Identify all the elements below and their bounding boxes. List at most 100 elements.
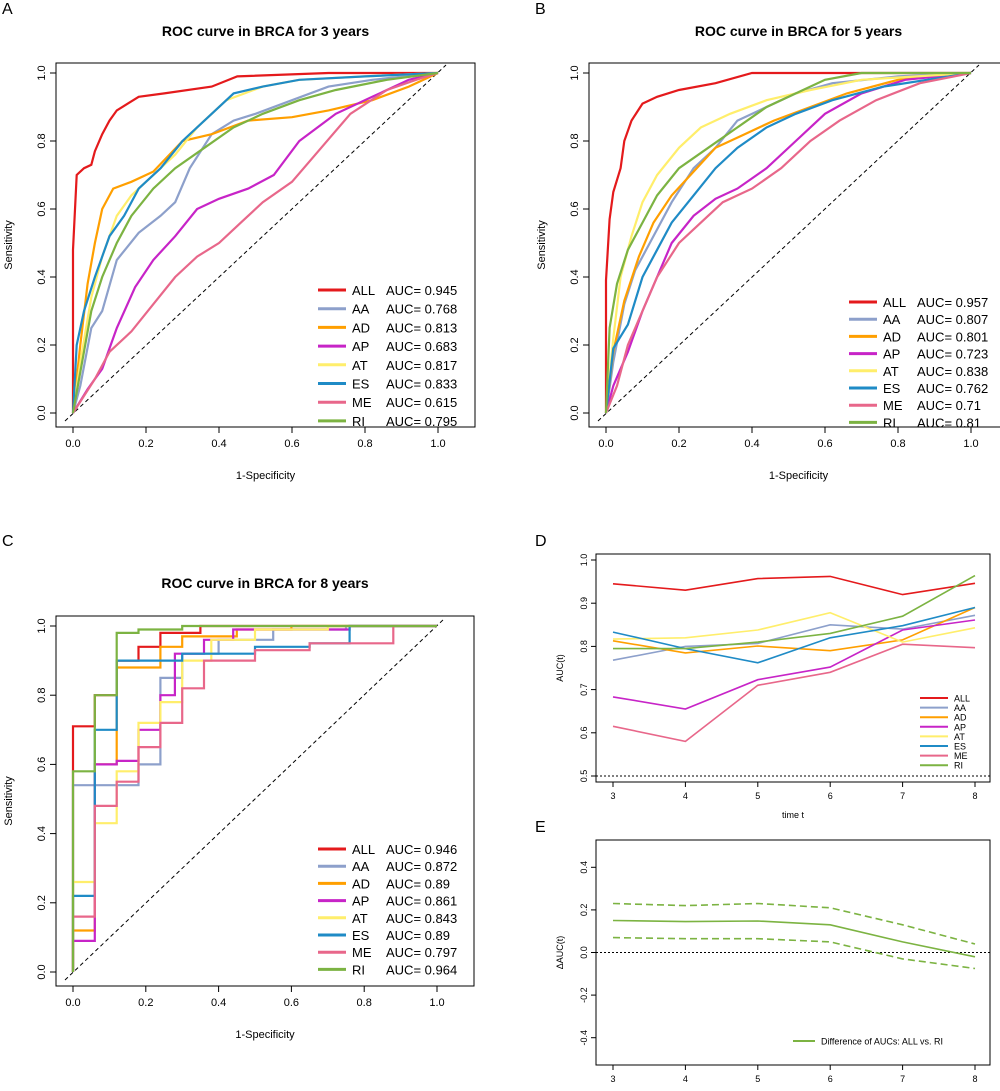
x-tick-label: 0.2	[138, 438, 153, 450]
y-axis-label: Sensitivity	[3, 776, 15, 826]
roc-panel-b: ROC curve in BRCA for 5 years 0.0 0.0 0.2 0.…	[536, 23, 1000, 482]
legend-name: RI	[352, 962, 365, 977]
y-axis-label: Sensitivity	[536, 220, 548, 270]
x-tick-label: 5	[755, 791, 760, 801]
x-tick-label: 0.4	[744, 438, 759, 450]
series-line-ap	[612, 619, 976, 710]
legend-name: ALL	[352, 842, 375, 857]
x-tick-label: 6	[828, 1074, 833, 1084]
x-tick-label: 8	[972, 1074, 977, 1084]
panel-letter-a: A	[2, 1, 13, 18]
legend-name: AT	[352, 358, 368, 373]
x-tick-label: 0.8	[890, 438, 905, 450]
x-tick-label: 0.0	[598, 438, 613, 450]
series-line-at	[612, 611, 976, 643]
roc-line-ap	[604, 71, 972, 414]
y-tick-label: 1.0	[579, 554, 589, 567]
roc-panel-c: ROC curve in BRCA for 8 years 0.0 0.0 0.2 0.…	[3, 575, 475, 1041]
legend-name: ME	[352, 395, 372, 410]
chart-title: ROC curve in BRCA for 5 years	[695, 23, 902, 39]
legend-auc: AUC= 0.683	[386, 339, 457, 354]
series-line-all	[612, 575, 976, 596]
legend-auc: AUC= 0.813	[386, 320, 457, 335]
legend-auc: AUC= 0.795	[386, 414, 457, 429]
y-tick-label: 0.4	[36, 269, 48, 284]
legend-auc: AUC= 0.768	[386, 302, 457, 317]
roc-line-es	[71, 71, 439, 414]
roc-line-es	[604, 71, 972, 414]
roc-line-me	[71, 624, 437, 972]
legend-name: AP	[954, 722, 966, 732]
legend-name: AT	[352, 911, 368, 926]
x-tick-label: 7	[900, 1074, 905, 1084]
legend-auc: AUC= 0.762	[917, 381, 988, 396]
legend-name: AP	[883, 347, 900, 362]
x-axis-label: 1-Specificity	[769, 470, 829, 482]
x-tick-label: 6	[828, 791, 833, 801]
y-tick-label: 0.0	[569, 405, 581, 420]
legend-auc: AUC= 0.89	[386, 876, 450, 891]
legend-name: ME	[352, 945, 372, 960]
roc-line-me	[72, 71, 439, 414]
legend-name: AD	[352, 876, 370, 891]
roc-line-ap	[72, 71, 439, 414]
legend-name: ALL	[883, 295, 906, 310]
x-tick-label: 0.6	[284, 438, 299, 450]
legend-name: RI	[954, 761, 963, 771]
x-tick-label: 7	[900, 791, 905, 801]
y-axis-label: ΔAUC(t)	[555, 936, 565, 970]
legend-name: AT	[883, 364, 899, 379]
y-tick-label: 0.4	[579, 861, 589, 874]
x-tick-label: 4	[683, 791, 688, 801]
series-line-ri	[613, 574, 976, 650]
legend-auc: AUC= 0.872	[386, 859, 457, 874]
legend: ALL AUC= 0.946 AA AUC= 0.872 AD AUC= 0.89 AP AU…	[318, 842, 457, 977]
y-tick-label: 0.8	[36, 688, 48, 703]
series-line-ad	[612, 606, 976, 654]
series-line-upper	[612, 902, 976, 945]
y-tick-label: 0.9	[579, 597, 589, 610]
plot-frame	[588, 62, 1000, 428]
y-tick-label: 0.8	[569, 133, 581, 148]
legend-name: ES	[352, 928, 370, 943]
legend-name: AT	[954, 732, 965, 742]
legend-name: AA	[352, 302, 370, 317]
y-tick-label: 0.8	[36, 133, 48, 148]
legend-auc: AUC= 0.957	[917, 295, 988, 310]
series-line-me	[612, 643, 976, 743]
roc-line-ri	[71, 624, 437, 972]
legend-auc: AUC= 0.797	[386, 945, 457, 960]
x-axis-label: 1-Specificity	[236, 470, 296, 482]
x-tick-label: 0.2	[138, 997, 153, 1009]
plot-frame	[55, 615, 475, 987]
legend-auc: AUC= 0.861	[386, 894, 457, 909]
legend-auc: AUC= 0.964	[386, 962, 457, 977]
x-tick-label: 0.8	[357, 438, 372, 450]
legend-auc: AUC= 0.801	[917, 329, 988, 344]
legend-auc: AUC= 0.817	[386, 358, 457, 373]
panel-letter-c: C	[2, 533, 14, 550]
plot-frame	[595, 553, 991, 783]
roc-line-ad	[604, 71, 972, 414]
x-tick-label: 8	[972, 791, 977, 801]
y-tick-label: 0.4	[36, 826, 48, 841]
legend-auc: AUC= 0.71	[917, 398, 981, 413]
y-tick-label: 0.0	[36, 405, 48, 420]
panel-letter-d: D	[535, 533, 547, 550]
legend-name: AD	[954, 713, 967, 723]
y-tick-label: 0.0	[36, 964, 48, 979]
legend-auc: AUC= 0.946	[386, 842, 457, 857]
y-tick-label: 0.0	[579, 946, 589, 959]
roc-line-all	[71, 71, 438, 413]
legend-auc: AUC= 0.615	[386, 395, 457, 410]
y-tick-label: 0.8	[579, 640, 589, 653]
y-axis-label: AUC(t)	[555, 654, 565, 682]
legend-name: RI	[352, 414, 365, 429]
legend-name: ME	[883, 398, 903, 413]
x-tick-label: 3	[610, 791, 615, 801]
x-axis-label: time t	[782, 810, 805, 820]
y-tick-label: 0.5	[579, 770, 589, 783]
x-tick-label: 3	[610, 1074, 615, 1084]
roc-line-aa	[71, 71, 439, 414]
